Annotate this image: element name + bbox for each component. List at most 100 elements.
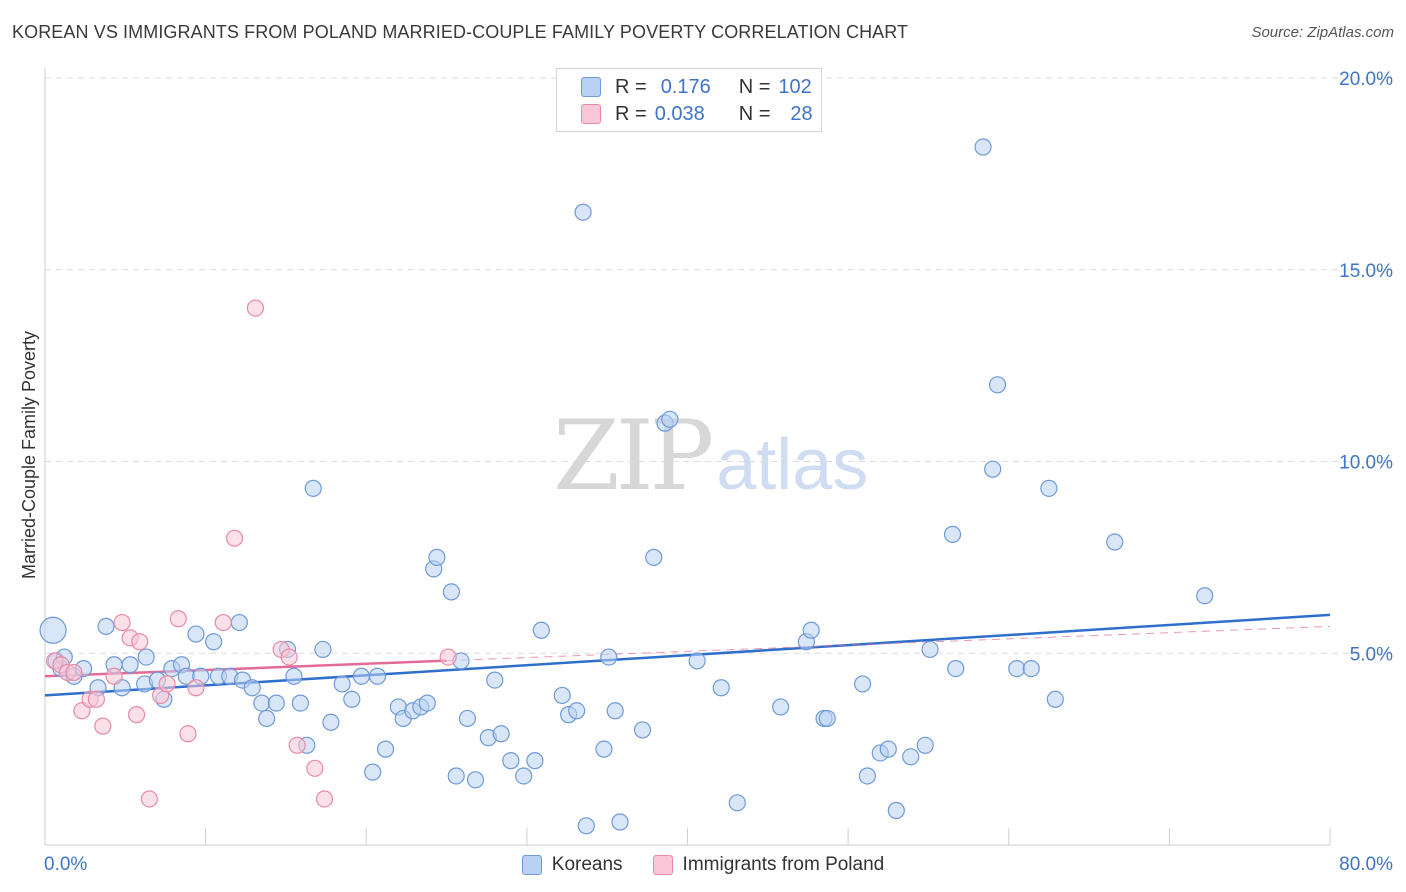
bottom-legend: Koreans Immigrants from Poland — [0, 852, 1406, 878]
korean-point — [600, 648, 618, 666]
y-tick-label: 15.0% — [1339, 261, 1393, 282]
korean-point — [611, 813, 629, 831]
poland-point — [169, 610, 187, 628]
korean-point — [988, 376, 1007, 394]
y-axis-label: Married-Couple Family Poverty — [19, 331, 39, 579]
korean-point — [574, 203, 592, 221]
korean-point — [418, 694, 436, 712]
korean-point — [39, 616, 67, 644]
korean-point — [333, 675, 351, 693]
legend-r-value: 0.176 — [660, 75, 711, 98]
legend-n-label: N = — [738, 75, 771, 98]
poland-point — [140, 790, 159, 808]
poland-point — [113, 613, 131, 632]
bottom-legend-koreans: Koreans — [521, 854, 623, 876]
korean-point — [304, 479, 322, 497]
x-tick-label: 0.0% — [44, 854, 87, 875]
korean-point — [447, 767, 465, 785]
legend-r-label: R = — [615, 102, 647, 125]
poland-point — [87, 690, 106, 708]
korean-point — [1046, 690, 1064, 708]
korean-trend-line — [44, 613, 1331, 697]
korean-point — [772, 698, 790, 716]
y-tick-label: 5.0% — [1350, 644, 1393, 665]
korean-point — [802, 621, 820, 639]
korean-point — [364, 763, 382, 781]
korean-point — [887, 801, 905, 820]
korean-point — [728, 794, 746, 812]
korean-point — [458, 709, 477, 728]
korean-point — [428, 548, 446, 566]
korean-point — [502, 752, 520, 770]
poland-point — [105, 667, 123, 685]
korean-point — [712, 679, 730, 697]
legend-r-value: 0.038 — [654, 102, 705, 125]
korean-point — [314, 640, 332, 659]
poland-point — [306, 759, 324, 777]
korean-point — [984, 460, 1002, 478]
korean-point — [947, 659, 965, 678]
watermark-zip: ZIP — [553, 400, 714, 512]
korean-point — [532, 621, 550, 639]
legend-swatch-poland — [581, 104, 601, 124]
korean-point — [818, 709, 836, 728]
korean-point — [916, 736, 934, 754]
bottom-legend-label-koreans: Koreans — [551, 854, 623, 875]
korean-point — [974, 138, 992, 156]
y-tick-label: 10.0% — [1339, 453, 1393, 474]
korean-point — [879, 740, 897, 758]
korean-point — [442, 583, 460, 601]
korean-point — [633, 721, 652, 739]
korean-point — [291, 694, 309, 712]
korean-point — [853, 675, 872, 693]
korean-point — [553, 686, 571, 705]
data-points — [39, 138, 1214, 835]
y-tick-label: 20.0% — [1339, 69, 1393, 90]
korean-point — [1106, 533, 1124, 551]
korean-point — [1196, 587, 1214, 605]
legend-n-value: 28 — [790, 102, 813, 125]
korean-point — [352, 667, 371, 685]
x-tick-label: 80.0% — [1339, 854, 1393, 875]
korean-point — [606, 702, 624, 720]
legend-n-value: 102 — [778, 75, 812, 98]
korean-point — [368, 667, 387, 685]
korean-point — [858, 767, 877, 785]
korean-point — [1022, 659, 1040, 678]
legend-n-label: N = — [738, 102, 771, 125]
korean-point — [97, 617, 115, 636]
poland-trend-extension — [446, 625, 1331, 662]
korean-point — [121, 656, 139, 674]
poland-point — [179, 725, 197, 743]
watermark: ZIPatlas — [553, 400, 868, 512]
korean-point — [515, 767, 533, 785]
korean-point — [595, 740, 613, 758]
korean-point — [267, 694, 285, 712]
grid-lines — [45, 77, 1392, 654]
poland-point — [94, 717, 112, 735]
poland-point — [288, 736, 306, 754]
korean-point — [492, 725, 510, 743]
poland-point — [131, 633, 149, 651]
bottom-legend-swatch-koreans — [521, 855, 542, 875]
korean-point — [943, 525, 962, 543]
korean-point — [486, 671, 504, 689]
legend-swatch-koreans — [581, 77, 601, 97]
bottom-legend-poland: Immigrants from Poland — [652, 854, 884, 876]
korean-point — [921, 640, 939, 659]
poland-point — [246, 299, 265, 317]
poland-point — [214, 613, 232, 632]
poland-point — [187, 679, 205, 697]
korean-point — [645, 548, 663, 566]
chart-title: KOREAN VS IMMIGRANTS FROM POLAND MARRIED… — [12, 22, 909, 42]
korean-point — [688, 652, 706, 670]
poland-point — [225, 529, 244, 547]
korean-point — [322, 713, 340, 731]
korean-point — [230, 613, 248, 632]
legend-row-koreans: R = 0.176 N = 102 — [581, 74, 812, 100]
korean-point — [577, 817, 595, 835]
poland-point — [439, 648, 457, 666]
poland-point — [315, 790, 334, 808]
korean-point — [902, 748, 920, 766]
